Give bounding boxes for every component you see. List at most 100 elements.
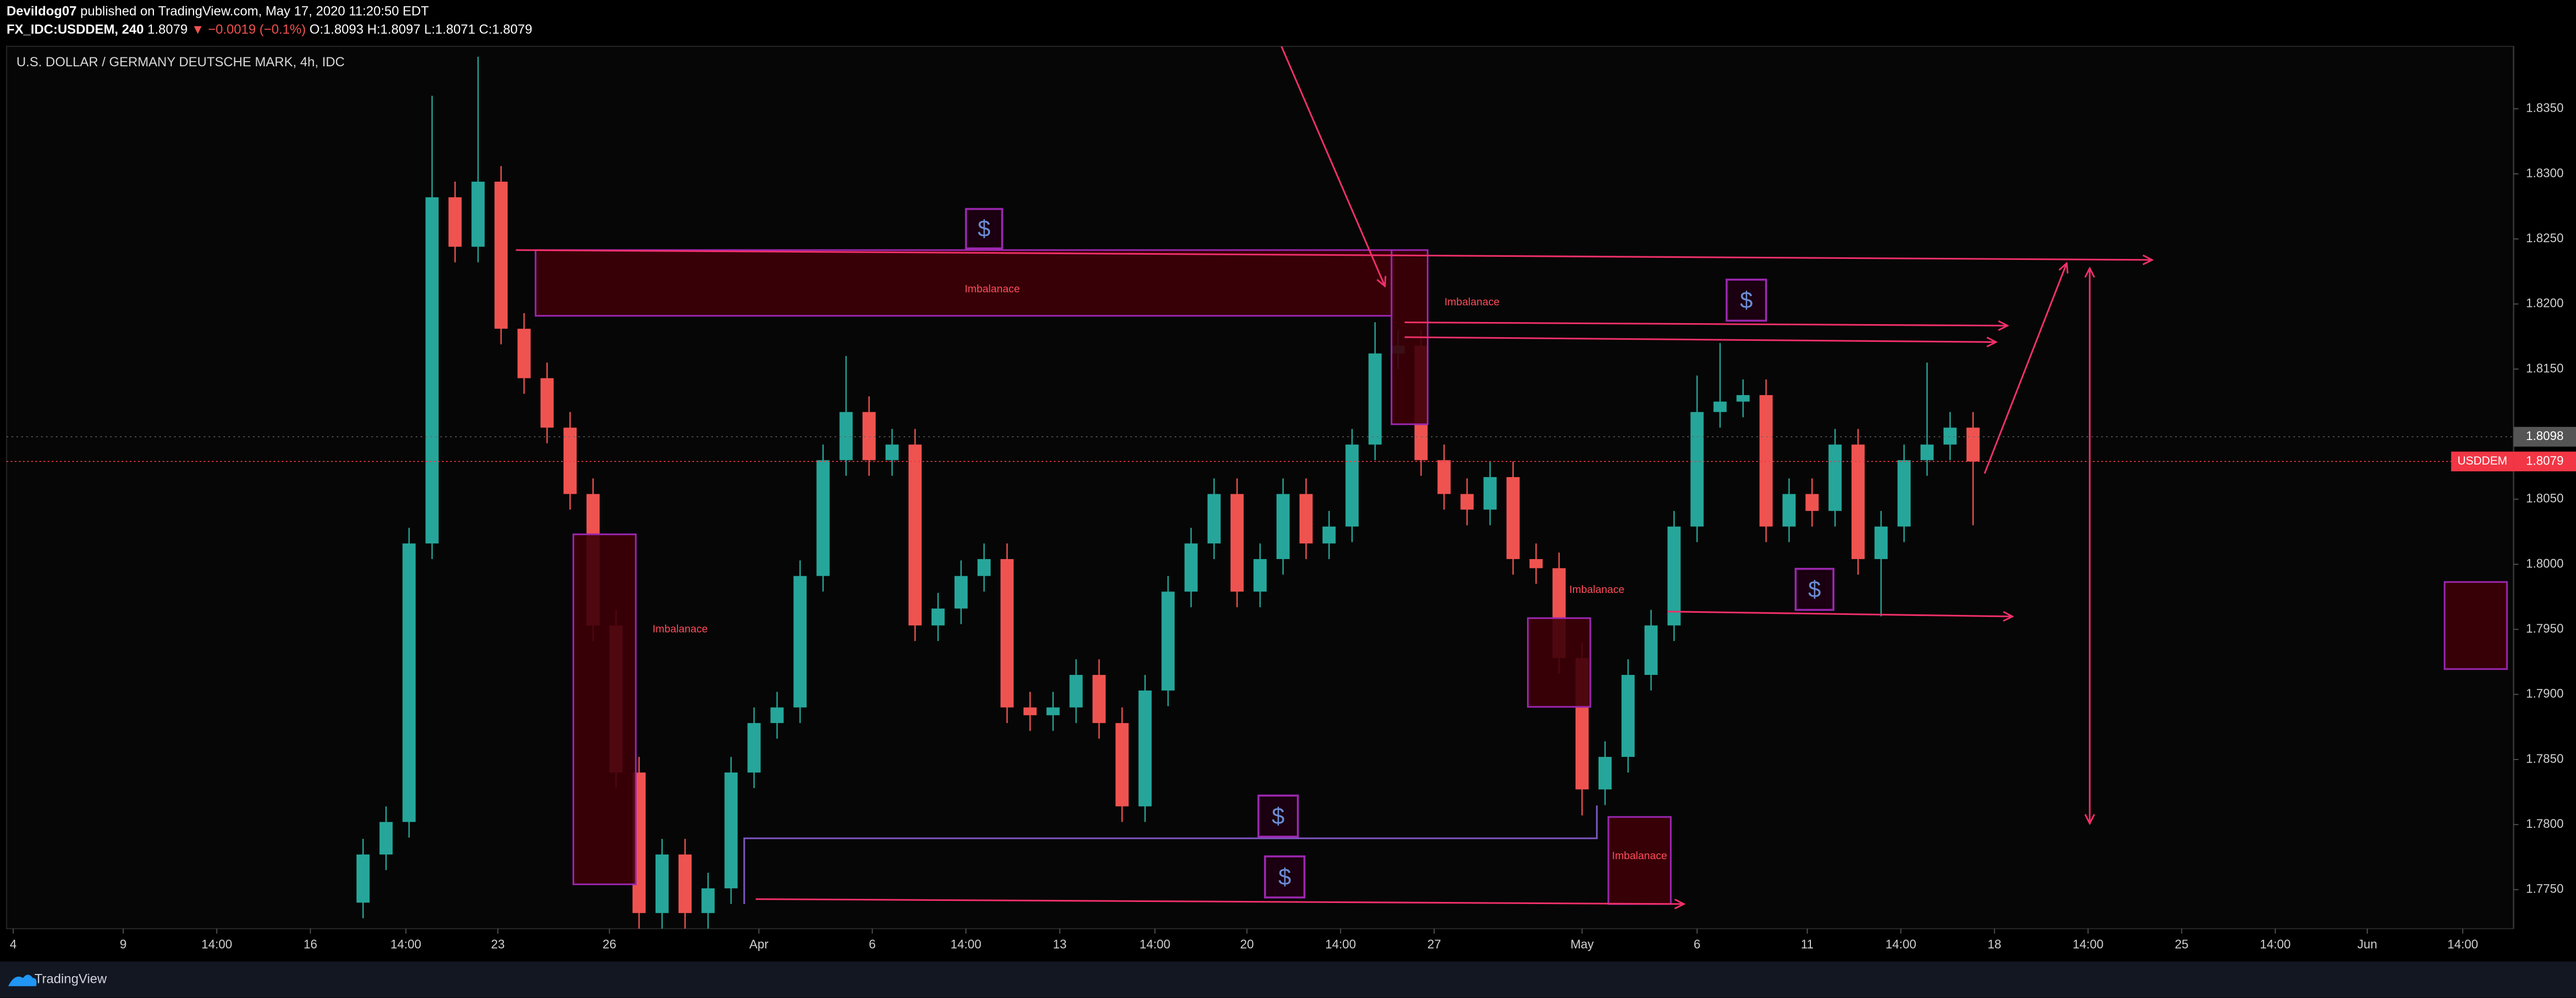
imbalance-zone: [1607, 816, 1672, 905]
imbalance-label: Imbalanace: [1612, 850, 1667, 862]
candle-body: [839, 412, 853, 460]
x-tick-label: 14:00: [1140, 938, 1171, 952]
candle-body: [1713, 401, 1727, 412]
candle-body: [747, 723, 761, 773]
candle-body: [448, 197, 462, 247]
imbalance-zone: [534, 249, 1394, 317]
y-tick-label: 1.7950: [2526, 622, 2563, 636]
candle-body: [1322, 526, 1336, 544]
candle-body: [1115, 723, 1129, 806]
candle-body: [1368, 353, 1382, 445]
x-tick-label: 14:00: [2260, 938, 2291, 952]
chart-title: U.S. DOLLAR / GERMANY DEUTSCHE MARK, 4h,…: [16, 55, 344, 69]
dollar-label: $: [1740, 288, 1753, 313]
arrow-line: [1404, 336, 1996, 342]
candle-body: [1897, 460, 1911, 527]
candle-body: [1828, 444, 1842, 511]
dollar-box: [1725, 278, 1767, 322]
last-price-name: USDDEM: [2458, 454, 2507, 467]
author: Devildog07: [7, 4, 77, 18]
imbalance-zone: [1527, 617, 1591, 708]
x-tick-label: 25: [2175, 938, 2188, 952]
imbalance-label: Imbalanace: [1569, 584, 1625, 596]
y-tick-label: 1.8150: [2526, 362, 2563, 375]
arrow-line: [1984, 263, 2067, 474]
candle-body: [1943, 427, 1957, 445]
x-tick-label: 16: [304, 938, 317, 952]
prev-price-box: [2513, 426, 2576, 447]
y-tick-label: 1.7750: [2526, 883, 2563, 896]
candle-body: [908, 444, 922, 626]
candle-body: [1460, 494, 1474, 510]
candle-body: [1966, 427, 1980, 462]
candle-body: [1046, 707, 1060, 716]
x-tick-label: 14:00: [201, 938, 232, 952]
candle-body: [1874, 526, 1888, 560]
high: H:1.8097: [367, 22, 421, 37]
last-price-name-box: [2451, 452, 2514, 471]
footer-logo: [8, 975, 37, 987]
x-tick-label: 14:00: [1886, 938, 1916, 952]
x-tick-label: 13: [1053, 938, 1066, 952]
candle-body: [471, 182, 485, 247]
dollar-label: $: [1808, 577, 1821, 602]
candle-body: [1621, 674, 1635, 757]
prev-price-label: 1.8098: [2526, 430, 2563, 443]
published: published on TradingView.com, May 17, 20…: [80, 4, 429, 18]
candle-body: [1207, 494, 1221, 544]
candle-body: [1299, 494, 1313, 544]
imbalance-label: Imbalanace: [652, 623, 708, 635]
x-tick-label: May: [1570, 938, 1594, 952]
imbalance-zone: [2443, 581, 2508, 670]
candle-body: [1276, 494, 1290, 560]
candle-body: [1759, 395, 1773, 527]
y-tick-label: 1.8200: [2526, 297, 2563, 311]
candle-body: [1069, 674, 1083, 708]
x-tick-label: 20: [1240, 938, 1254, 952]
price: 1.8079: [148, 22, 188, 37]
dollar-label: $: [977, 216, 991, 242]
y-tick-label: 1.8250: [2526, 232, 2563, 245]
y-tick-label: 1.8050: [2526, 492, 2563, 506]
candle-body: [931, 608, 945, 626]
x-tick-label: 14:00: [2447, 938, 2478, 952]
candles: [356, 56, 1980, 929]
x-tick-label: 14:00: [1325, 938, 1356, 952]
arrow-line: [1404, 323, 2008, 326]
x-tick-label: 18: [1988, 938, 2001, 952]
candle-body: [655, 854, 669, 913]
candle-body: [1345, 444, 1359, 527]
y-tick-label: 1.8000: [2526, 557, 2563, 571]
range-line: [743, 805, 1598, 904]
candle-body: [1667, 526, 1681, 626]
candle-body: [1506, 477, 1520, 560]
candle-body: [1644, 625, 1658, 675]
candle-body: [1092, 674, 1106, 723]
candle-body: [1483, 477, 1497, 510]
dollar-box: [1794, 567, 1835, 611]
candle-body: [1736, 395, 1750, 402]
y-tick-label: 1.8300: [2526, 167, 2563, 180]
candle-body: [1805, 494, 1819, 511]
x-tick-label: 23: [491, 938, 505, 952]
candle-body: [1230, 494, 1244, 592]
candle-body: [793, 576, 807, 708]
drawings: Imbalanace Imbalanace Imbalanace Imbalanace…: [516, 46, 2508, 905]
open: O:1.8093: [309, 22, 364, 37]
x-tick-label: 11: [1801, 938, 1814, 952]
candle-body: [1920, 444, 1934, 460]
arrow-line: [1667, 611, 2012, 616]
candle-body: [1184, 543, 1198, 592]
candle-body: [1253, 559, 1267, 592]
candle-body: [1529, 559, 1543, 568]
y-tick-label: 1.7800: [2526, 817, 2563, 831]
footer-brand: TradingView: [34, 971, 107, 986]
symbol: FX_IDC:USDDEM, 240: [7, 22, 144, 37]
candle-body: [954, 576, 968, 609]
candle-body: [1000, 559, 1014, 708]
change: ▼ −0.0019 (−0.1%): [192, 22, 306, 37]
candle-body: [1782, 494, 1796, 527]
header-line-1: Devildog07 published on TradingView.com,…: [7, 4, 429, 18]
candle-body: [724, 772, 738, 888]
